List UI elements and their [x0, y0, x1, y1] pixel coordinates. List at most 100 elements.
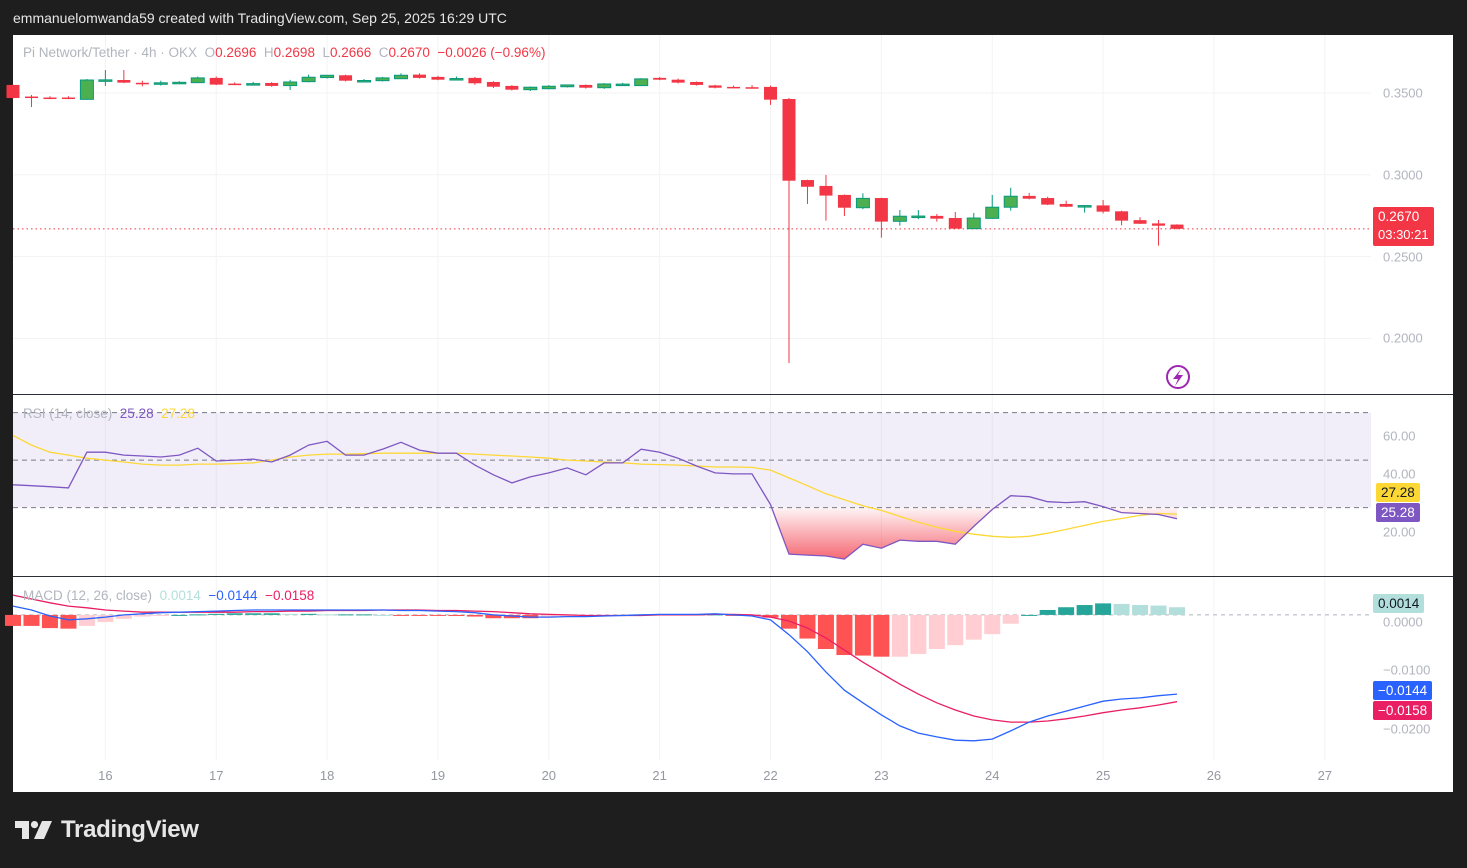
date-tick: 18	[319, 768, 335, 783]
macd-histogram-bar	[799, 614, 816, 639]
high-label: H	[263, 45, 274, 60]
brand-name: TradingView	[61, 816, 199, 843]
candle-body	[190, 77, 205, 84]
change-value: −0.0026 (−0.96%)	[437, 45, 546, 60]
candle-body	[1115, 211, 1129, 221]
open-value: 0.2696	[215, 45, 257, 60]
macd-histogram-bar	[115, 614, 132, 619]
candle-body	[727, 86, 741, 89]
candle-body	[930, 215, 944, 219]
candle-body	[468, 77, 482, 84]
macd-histogram-bar	[559, 614, 576, 617]
candle-body	[892, 215, 907, 222]
macd-histogram-bar	[910, 614, 927, 654]
candle-body	[283, 81, 298, 87]
macd-histogram-bar	[1076, 605, 1093, 615]
macd-histogram-bar	[429, 614, 446, 616]
date-tick: 22	[763, 768, 778, 783]
candle-body	[98, 79, 113, 82]
signal-value: −0.0158	[265, 588, 315, 603]
price-tick: 0.3000	[1383, 167, 1423, 183]
signal-tag: −0.0158	[1373, 701, 1433, 720]
candle-body	[523, 86, 538, 91]
close-label: C	[378, 45, 389, 60]
rsi-tag: 25.28	[1376, 503, 1420, 522]
candle-body	[948, 218, 962, 229]
candle-body	[764, 86, 778, 100]
macd-histogram-bar	[947, 614, 964, 646]
macd-value: −0.0144	[208, 588, 258, 603]
macd-histogram-bar	[226, 613, 243, 615]
last-price: 0.2670	[1378, 209, 1420, 224]
low-value: 0.2666	[329, 45, 372, 60]
candle-body	[541, 85, 556, 90]
candle-body	[43, 97, 57, 100]
candle-body	[153, 82, 168, 85]
macd-hist-value: 0.0014	[159, 588, 201, 603]
macd-tick: −0.0200	[1383, 721, 1431, 737]
macd-histogram-bar	[152, 614, 169, 616]
macd-legend: MACD (12, 26, close) 0.0014 −0.0144 −0.0…	[23, 588, 314, 603]
lightning-bolt-icon[interactable]	[1166, 365, 1190, 389]
price-tick: 0.2500	[1383, 249, 1423, 265]
candle-body	[61, 97, 75, 100]
candle-body	[135, 82, 149, 85]
candle-body	[339, 75, 353, 81]
candle-body	[1003, 195, 1018, 208]
macd-histogram-bar	[356, 614, 373, 616]
rsi-title[interactable]: RSI (14, close)	[23, 406, 113, 421]
macd-title[interactable]: MACD (12, 26, close)	[23, 588, 153, 603]
rsi-value: 25.28	[119, 406, 154, 421]
candle-body	[911, 215, 926, 219]
candle-body	[837, 194, 851, 208]
candle-body	[375, 77, 390, 82]
rsi-ma-value: 27.28	[161, 406, 195, 421]
macd-histogram-bar	[300, 613, 317, 615]
rsi-tick: 60.00	[1383, 428, 1416, 444]
candle-body	[357, 80, 372, 83]
candle-body	[24, 96, 38, 99]
candle-body	[579, 84, 593, 88]
macd-histogram-bar	[1150, 605, 1167, 615]
candle-body	[985, 206, 1000, 219]
macd-histogram-bar	[854, 614, 871, 656]
date-tick: 27	[1317, 768, 1333, 783]
macd-histogram-bar	[1113, 603, 1130, 615]
candle-body	[1133, 220, 1147, 224]
macd-histogram-bar	[60, 614, 77, 629]
candle-body	[560, 84, 575, 88]
candle-body	[79, 79, 94, 100]
date-tick: 21	[652, 768, 667, 783]
candle-body	[1077, 205, 1092, 208]
candle-body	[412, 74, 426, 78]
macd-histogram-bar	[393, 614, 409, 616]
macd-histogram-bar	[540, 614, 557, 618]
last-price-tag: 0.2670 03:30:21	[1373, 207, 1434, 246]
candle-body	[874, 198, 888, 222]
macd-line	[12, 605, 1178, 742]
candle-body	[745, 87, 759, 89]
macd-histogram-bar	[5, 614, 21, 626]
candle-body	[172, 81, 187, 85]
rsi-oversold-fill	[13, 507, 1177, 560]
price-tick: 0.3500	[1383, 85, 1423, 101]
macd-histogram-bar	[189, 614, 206, 616]
candle-body	[819, 185, 833, 196]
candle-body	[209, 77, 223, 85]
macd-histogram-bar	[762, 614, 779, 618]
macd-histogram-bar	[41, 614, 58, 629]
candle-body	[505, 85, 519, 90]
symbol-title[interactable]: Pi Network/Tether · 4h · OKX	[23, 45, 198, 60]
candle-body	[394, 74, 408, 80]
candle-body	[1041, 198, 1055, 205]
macd-tick: 0.0000	[1383, 614, 1423, 630]
macd-histogram-bar	[1002, 614, 1019, 624]
candle-body	[597, 83, 612, 89]
macd-histogram-bar	[1169, 607, 1185, 615]
candle-body	[966, 217, 981, 230]
macd-histogram-bar	[781, 614, 797, 629]
macd-histogram-bar	[928, 614, 945, 649]
macd-signal-line	[12, 594, 1178, 723]
macd-histogram-bar	[208, 613, 225, 615]
